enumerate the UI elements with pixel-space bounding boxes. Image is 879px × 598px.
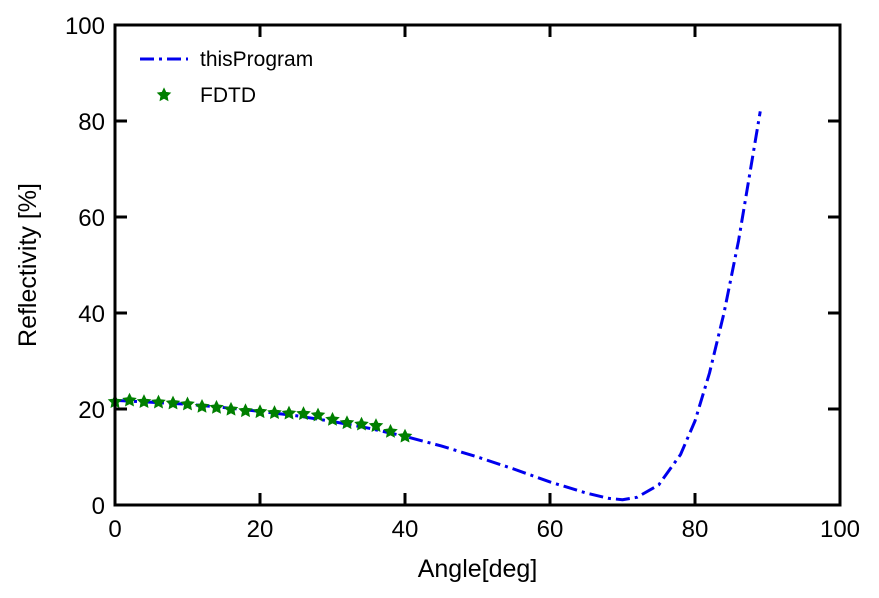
data-point [223,401,239,416]
data-point [368,418,384,432]
y-tick-label: 100 [65,13,105,40]
data-point [180,396,195,411]
plot-frame [113,23,842,507]
data-point [209,399,224,414]
data-point [397,428,413,443]
data-point [165,395,181,410]
x-tick-label: 0 [108,516,121,543]
data-point [339,415,355,430]
y-tick-label: 60 [78,205,105,232]
x-tick-label: 80 [682,516,709,543]
data-point [281,405,297,420]
data-point [238,403,253,418]
series-line-0 [114,111,762,502]
data-point [136,394,152,408]
data-point [151,394,166,409]
data-point [354,416,369,431]
axis-labels: Angle[deg] Reflectivity [%] [14,183,537,583]
x-tick-label: 40 [392,516,419,543]
y-tick-label: 40 [78,301,105,328]
x-tick-label: 60 [537,516,564,543]
data-point [267,405,282,420]
plot-area [107,111,762,502]
data-point [194,398,210,413]
data-point [122,392,137,407]
x-tick-label: 20 [247,516,274,543]
axes: 0 20 40 60 80 100 0 20 40 60 80 100 [65,13,860,543]
data-point [252,404,268,419]
data-point [383,423,398,438]
x-axis-title: Angle[deg] [418,555,538,583]
legend: thisProgram FDTD [140,48,313,107]
legend-marker-swatch [156,87,172,102]
data-point [310,407,326,422]
y-tick-label: 80 [78,109,105,136]
data-point [296,406,311,420]
legend-label: FDTD [200,84,256,107]
legend-label: thisProgram [200,48,313,71]
y-tick-label: 20 [78,397,105,424]
y-tick-label: 0 [92,493,105,520]
x-tick-label: 100 [820,516,860,543]
data-point [325,411,340,426]
y-axis-title: Reflectivity [%] [14,183,42,347]
